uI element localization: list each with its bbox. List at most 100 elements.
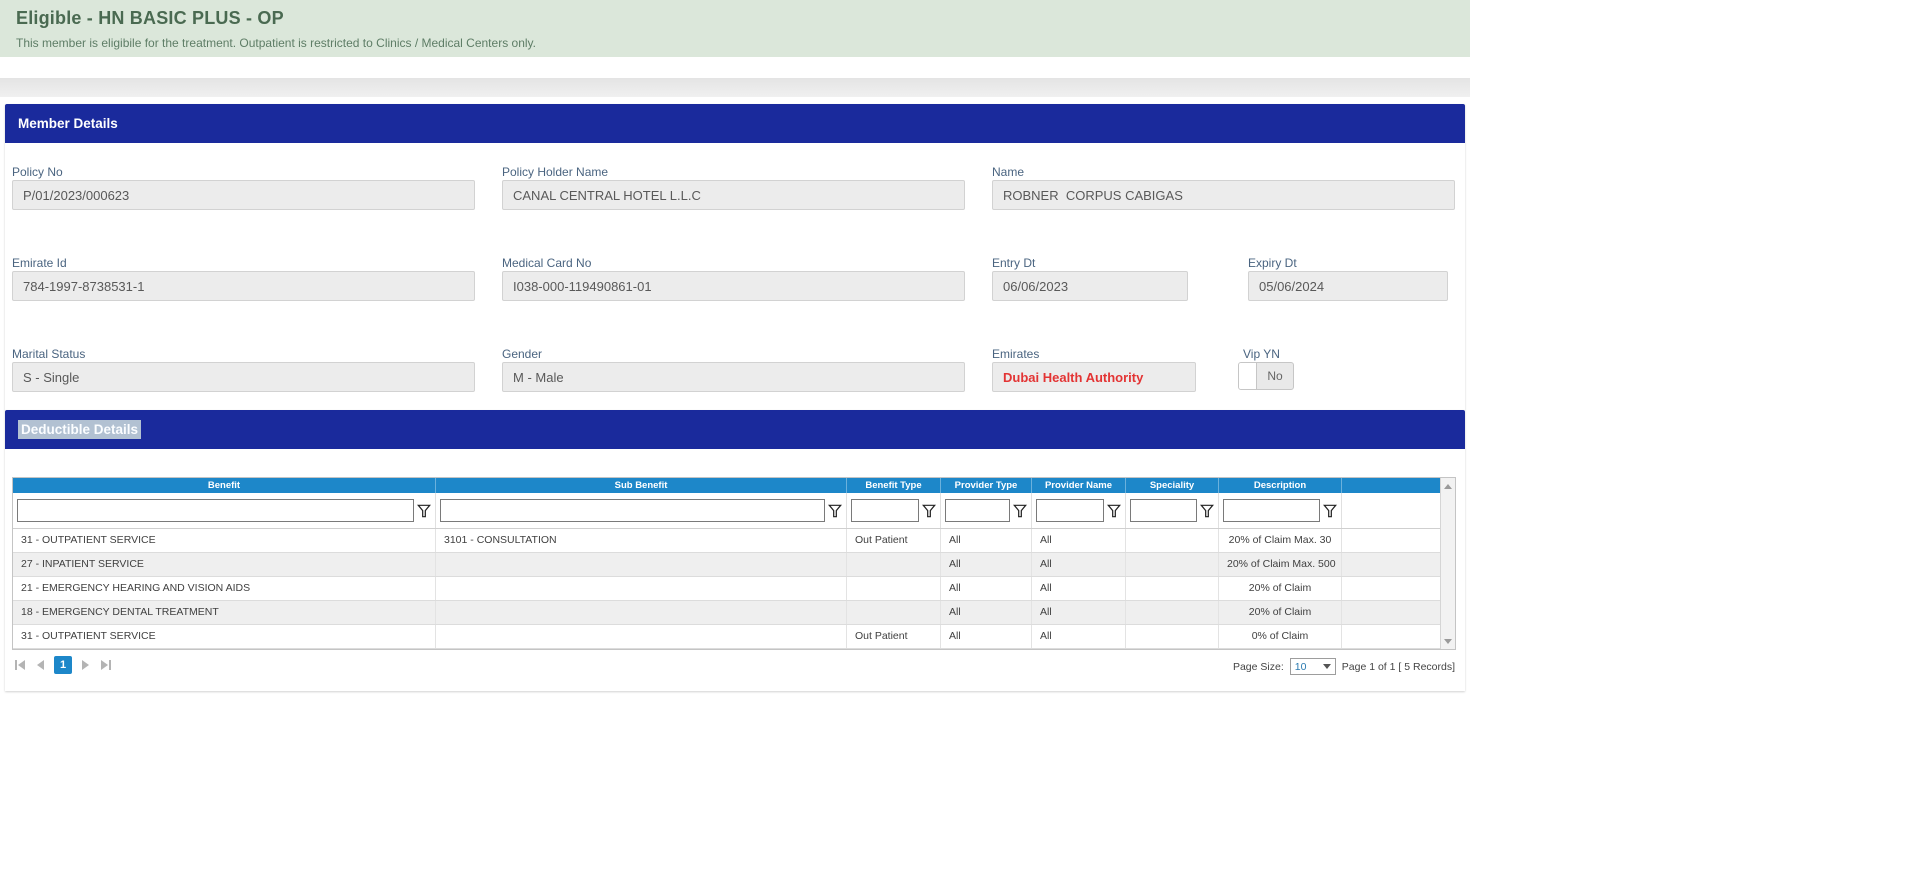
first-page-button[interactable] [12, 657, 28, 673]
table-cell: 21 - EMERGENCY HEARING AND VISION AIDS [13, 577, 436, 600]
filter-cell-filler [1342, 493, 1440, 528]
next-page-button[interactable] [77, 657, 93, 673]
table-cell [436, 625, 847, 648]
marital-status-field: S - Single [12, 362, 475, 392]
policy-no-field-group: Policy No P/01/2023/000623 [12, 165, 475, 210]
table-cell [1126, 625, 1219, 648]
current-page-button[interactable]: 1 [54, 656, 72, 674]
filter-input-description[interactable] [1223, 499, 1320, 522]
table-cell [436, 577, 847, 600]
table-cell: All [1032, 601, 1126, 624]
emirate-id-field: 784-1997-8738531-1 [12, 271, 475, 301]
table-filter-row [13, 493, 1455, 529]
name-label: Name [992, 165, 1025, 179]
vip-label: Vip YN [1243, 347, 1280, 361]
triangle-down-icon [1444, 638, 1452, 644]
table-header-row: Benefit Sub Benefit Benefit Type Provide… [13, 478, 1455, 493]
table-cell: All [941, 625, 1032, 648]
medical-card-field-group: Medical Card No I038-000-119490861-01 [502, 256, 965, 301]
filter-funnel-icon[interactable] [417, 504, 431, 518]
filter-input-benefit[interactable] [17, 499, 414, 522]
member-details-panel: Member Details Policy No P/01/2023/00062… [5, 104, 1465, 410]
table-cell: Out Patient [847, 625, 941, 648]
filter-input-benefit-type[interactable] [851, 499, 919, 522]
table-cell: 27 - INPATIENT SERVICE [13, 553, 436, 576]
emirate-id-field-group: Emirate Id 784-1997-8738531-1 [12, 256, 475, 301]
table-cell [1342, 625, 1440, 648]
records-summary: Page 1 of 1 [ 5 Records] [1341, 660, 1455, 673]
gender-field-group: Gender M - Male [502, 347, 965, 392]
page-size-value: 10 [1294, 660, 1307, 673]
column-header-sub-benefit: Sub Benefit [436, 478, 847, 493]
table-row[interactable]: 31 - OUTPATIENT SERVICE 3101 - CONSULTAT… [13, 529, 1455, 553]
table-cell: All [1032, 529, 1126, 552]
table-row[interactable]: 18 - EMERGENCY DENTAL TREATMENT All All … [13, 601, 1455, 625]
table-row[interactable]: 31 - OUTPATIENT SERVICE Out Patient All … [13, 625, 1455, 649]
filter-input-provider-type[interactable] [945, 499, 1010, 522]
table-cell: 20% of Claim [1219, 601, 1342, 624]
dropdown-caret-icon [1322, 664, 1331, 669]
vip-toggle-knob [1239, 363, 1257, 389]
page-size-select[interactable]: 10 [1289, 658, 1336, 675]
column-header-provider-type: Provider Type [941, 478, 1032, 493]
name-field: ROBNER CORPUS CABIGAS [992, 180, 1455, 210]
deductible-details-title: Deductible Details [18, 420, 142, 439]
filter-input-provider-name[interactable] [1036, 499, 1104, 522]
table-cell [847, 601, 941, 624]
gender-field: M - Male [502, 362, 965, 392]
marital-status-label: Marital Status [12, 347, 86, 361]
filter-funnel-icon[interactable] [1323, 504, 1337, 518]
member-details-header: Member Details [5, 104, 1465, 143]
table-cell [436, 553, 847, 576]
table-cell: All [1032, 553, 1126, 576]
medical-card-label: Medical Card No [502, 256, 592, 270]
deductible-details-header: Deductible Details [5, 410, 1465, 449]
table-row[interactable]: 27 - INPATIENT SERVICE All All 20% of Cl… [13, 553, 1455, 577]
prev-page-button[interactable] [33, 657, 49, 673]
table-cell: 0% of Claim [1219, 625, 1342, 648]
filter-funnel-icon[interactable] [1107, 504, 1121, 518]
filter-cell-sub-benefit [436, 493, 847, 528]
pagination-controls: 1 [12, 656, 114, 674]
column-header-description: Description [1219, 478, 1342, 493]
policy-no-label: Policy No [12, 165, 63, 179]
filter-input-sub-benefit[interactable] [440, 499, 825, 522]
policy-holder-field-group: Policy Holder Name CANAL CENTRAL HOTEL L… [502, 165, 965, 210]
column-header-speciality: Speciality [1126, 478, 1219, 493]
scrollbar-up-button[interactable] [1441, 479, 1455, 493]
filter-cell-provider-name [1032, 493, 1126, 528]
last-page-button[interactable] [98, 657, 114, 673]
filter-input-speciality[interactable] [1130, 499, 1197, 522]
entry-dt-field-group: Entry Dt 06/06/2023 [992, 256, 1188, 301]
pagination-status: Page Size: 10 Page 1 of 1 [ 5 Records] [1233, 658, 1455, 675]
scrollbar-down-button[interactable] [1441, 634, 1455, 648]
filter-funnel-icon[interactable] [922, 504, 936, 518]
eligibility-message: This member is eligibile for the treatme… [16, 36, 536, 50]
filter-cell-benefit-type [847, 493, 941, 528]
next-page-icon [82, 660, 89, 670]
vip-toggle[interactable]: No [1238, 362, 1294, 390]
table-cell: 18 - EMERGENCY DENTAL TREATMENT [13, 601, 436, 624]
filter-cell-speciality [1126, 493, 1219, 528]
table-cell [1342, 577, 1440, 600]
column-header-benefit-type: Benefit Type [847, 478, 941, 493]
table-cell: 31 - OUTPATIENT SERVICE [13, 529, 436, 552]
filter-funnel-icon[interactable] [828, 504, 842, 518]
table-cell: 20% of Claim [1219, 577, 1342, 600]
column-header-benefit: Benefit [13, 478, 436, 493]
column-header-provider-name: Provider Name [1032, 478, 1126, 493]
expiry-dt-field-group: Expiry Dt 05/06/2024 [1248, 256, 1448, 301]
vip-toggle-value: No [1267, 369, 1283, 383]
deductible-details-panel: Deductible Details Benefit Sub Benefit B… [5, 410, 1465, 691]
filter-funnel-icon[interactable] [1013, 504, 1027, 518]
table-row[interactable]: 21 - EMERGENCY HEARING AND VISION AIDS A… [13, 577, 1455, 601]
emirates-field: Dubai Health Authority [992, 362, 1196, 392]
table-cell: All [941, 553, 1032, 576]
table-cell [1126, 601, 1219, 624]
expiry-dt-field: 05/06/2024 [1248, 271, 1448, 301]
table-scrollbar[interactable] [1440, 478, 1455, 649]
policy-no-field: P/01/2023/000623 [12, 180, 475, 210]
filter-funnel-icon[interactable] [1200, 504, 1214, 518]
filter-cell-description [1219, 493, 1342, 528]
